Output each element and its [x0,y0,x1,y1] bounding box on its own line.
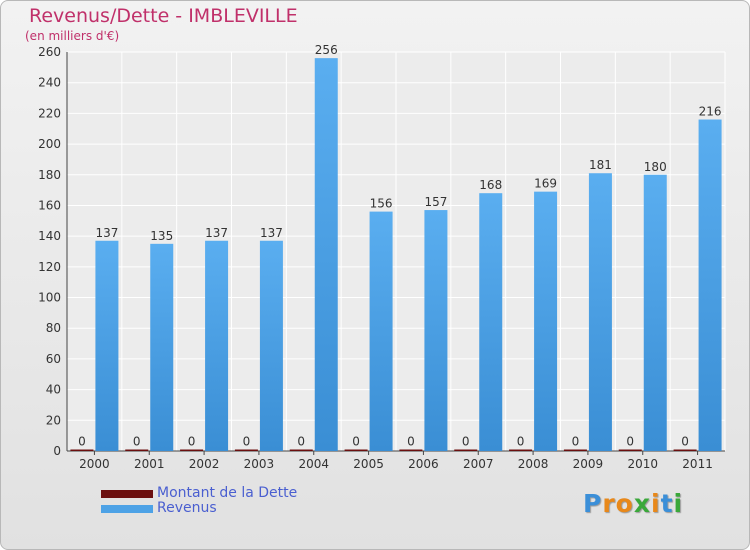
bar-debt [673,449,697,451]
bar-debt [70,449,94,451]
data-label-revenus: 156 [370,197,393,211]
data-label-debt: 0 [572,435,580,449]
x-tick-label: 2005 [353,457,384,471]
logo-letter: i [651,489,661,518]
bar-revenus [314,58,338,452]
data-label-debt: 0 [133,435,141,449]
legend-label-revenus: Revenus [157,500,217,516]
bar-revenus [479,193,503,451]
bar-revenus [150,243,174,451]
bar-revenus [205,240,229,451]
bar-debt [618,449,642,451]
logo-letter: i [673,489,684,518]
y-tick-label: 40 [46,383,61,397]
data-label-revenus: 137 [205,226,228,240]
data-label-debt: 0 [517,435,525,449]
data-label-debt: 0 [681,435,689,449]
logo-letter: o [615,489,634,518]
bar-debt [563,449,587,451]
bar-revenus [534,191,558,451]
data-label-revenus: 181 [589,158,612,172]
logo-letter: x [633,489,651,518]
x-tick-label: 2002 [189,457,220,471]
bar-debt [234,449,258,451]
bar-debt [180,449,204,451]
x-tick-label: 2004 [298,457,329,471]
data-label-debt: 0 [626,435,634,449]
bar-revenus [95,240,119,451]
data-label-revenus: 157 [424,195,447,209]
bar-debt [454,449,478,451]
x-tick-label: 2003 [244,457,275,471]
y-tick-label: 200 [38,137,61,151]
y-tick-label: 160 [38,198,61,212]
x-tick-label: 2008 [518,457,549,471]
data-label-revenus: 216 [699,105,722,119]
y-tick-label: 0 [53,444,61,458]
bar-debt [344,449,368,451]
logo-letter: P [583,489,603,518]
y-tick-label: 220 [38,106,61,120]
logo-letter: t [660,489,674,518]
x-tick-label: 2010 [627,457,658,471]
y-tick-label: 180 [38,168,61,182]
data-label-debt: 0 [407,435,415,449]
x-tick-label: 2011 [682,457,713,471]
y-tick-label: 60 [46,352,61,366]
bar-revenus [698,119,722,452]
data-label-debt: 0 [243,435,251,449]
data-label-debt: 0 [297,435,305,449]
legend-swatch-revenus [101,505,153,513]
bar-debt [399,449,423,451]
data-label-revenus: 169 [534,177,557,191]
y-tick-label: 80 [46,321,61,335]
y-tick-label: 140 [38,229,61,243]
data-label-revenus: 256 [315,43,338,57]
logo-letter: r [602,489,616,518]
data-label-revenus: 137 [95,226,118,240]
data-label-debt: 0 [352,435,360,449]
bar-revenus [259,240,283,451]
bar-revenus [643,174,667,451]
bar-debt [289,449,313,451]
bar-revenus [588,173,612,451]
y-tick-label: 260 [38,45,61,59]
y-tick-label: 240 [38,76,61,90]
data-label-revenus: 180 [644,160,667,174]
bar-debt [509,449,533,451]
x-tick-label: 2006 [408,457,439,471]
x-tick-label: 2007 [463,457,494,471]
data-label-debt: 0 [188,435,196,449]
data-label-debt: 0 [78,435,86,449]
data-label-debt: 0 [462,435,470,449]
data-label-revenus: 135 [150,229,173,243]
x-tick-label: 2001 [134,457,165,471]
x-tick-label: 2009 [573,457,604,471]
bar-revenus [424,210,448,451]
data-label-revenus: 137 [260,226,283,240]
y-tick-label: 20 [46,413,61,427]
legend-swatch-debt [101,490,153,498]
data-label-revenus: 168 [479,178,502,192]
proxiti-logo: Proxiti [583,489,683,518]
bar-debt [125,449,149,451]
y-tick-label: 100 [38,291,61,305]
legend-label-debt: Montant de la Dette [157,485,298,501]
chart-title: Revenus/Dette - IMBLEVILLE [29,5,298,27]
bar-revenus [369,211,393,451]
y-tick-label: 120 [38,260,61,274]
x-tick-label: 2000 [79,457,110,471]
chart-subtitle: (en milliers d'€) [25,29,120,43]
